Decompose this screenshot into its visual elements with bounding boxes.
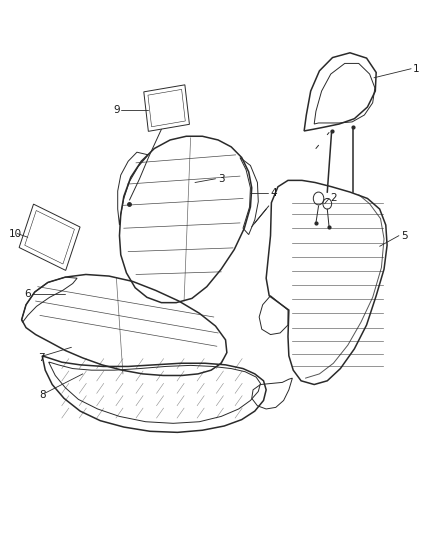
Text: 2: 2	[330, 193, 337, 204]
Text: 1: 1	[413, 64, 420, 74]
Text: 6: 6	[25, 289, 32, 299]
Text: 4: 4	[271, 188, 277, 198]
Text: 7: 7	[38, 353, 44, 363]
Text: 5: 5	[402, 231, 408, 241]
Text: 9: 9	[113, 104, 120, 115]
Text: 8: 8	[39, 390, 46, 400]
Text: 10: 10	[9, 229, 21, 239]
Text: 3: 3	[218, 174, 225, 184]
